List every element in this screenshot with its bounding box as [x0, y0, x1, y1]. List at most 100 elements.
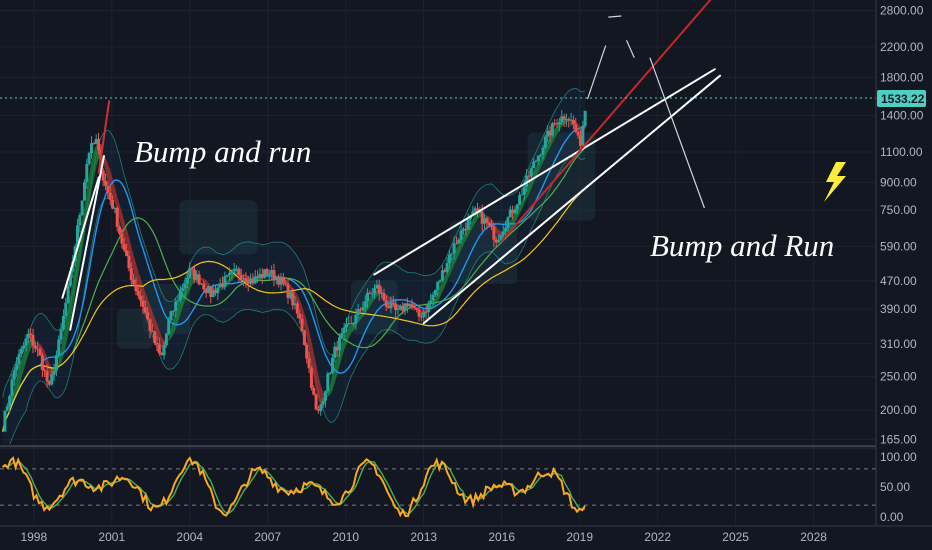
candle-bullish [398, 305, 402, 309]
candle-bullish [188, 268, 192, 278]
candle-bearish [139, 295, 143, 301]
cloud-fill-bullish [61, 335, 64, 364]
cloud-fill-bearish [306, 320, 310, 351]
candle-bullish [206, 286, 210, 294]
time-tick-label: 1998 [20, 530, 47, 544]
candle-bearish [202, 283, 206, 290]
candle-bullish [225, 274, 229, 277]
candle-bearish [316, 409, 320, 411]
candle-bullish [564, 119, 568, 121]
cloud-fill-bullish [330, 373, 333, 395]
price-tick-label: 250.00 [880, 369, 917, 383]
cloud-fill-bearish [299, 299, 303, 317]
candle-bearish [511, 209, 515, 214]
candle-bullish [8, 396, 12, 407]
candle-bearish [492, 226, 496, 240]
price-tick-label: 1800.00 [880, 70, 924, 84]
candle-bullish [471, 211, 475, 216]
time-axis[interactable]: 1998 2001 2004 2007 2010 2013 2016 2019 2022 2025… [20, 530, 827, 544]
candle-bullish [389, 302, 393, 309]
candle-bullish [57, 339, 61, 356]
candle-bearish [127, 255, 131, 269]
cloud-fill-bearish [311, 340, 314, 378]
candle-bearish [300, 318, 304, 331]
cloud-fill-bearish [117, 196, 120, 220]
candle-bullish [85, 163, 89, 183]
time-tick-label: 2028 [800, 530, 827, 544]
cloud-fill-bearish [381, 289, 384, 293]
candle-bearish [38, 349, 42, 356]
candle-bullish [501, 231, 505, 236]
cloud-fill-bullish [334, 356, 338, 383]
price-tick-label: 750.00 [880, 203, 917, 217]
candle-bullish [211, 290, 215, 297]
candle-bullish [178, 291, 182, 301]
candle-bearish [277, 277, 281, 285]
candle-bearish [43, 370, 47, 372]
candle-bearish [349, 323, 353, 325]
cloud-fill-bullish [70, 280, 73, 322]
candle-bearish [302, 330, 306, 345]
candle-bullish [450, 253, 454, 255]
candle-bullish [363, 301, 367, 308]
candle-bullish [396, 308, 400, 311]
candle-bullish [185, 277, 189, 284]
last-price-badge [877, 90, 926, 107]
cloud-fill-bearish [285, 278, 289, 286]
candle-bullish [87, 153, 91, 164]
cloud-fill-bullish [365, 302, 368, 315]
candle-bullish [429, 300, 433, 305]
cloud-fill-bullish [372, 292, 375, 303]
candle-bearish [309, 368, 313, 388]
cloud-fill-bullish [91, 151, 94, 192]
cloud-fill-bearish [309, 330, 312, 365]
cloud-fill-bearish [42, 346, 45, 362]
cloud-fill-bearish [112, 178, 115, 203]
candle-bullish [19, 348, 23, 355]
candle-bullish [373, 288, 377, 294]
candle-bearish [391, 302, 395, 305]
cloud-fill-bearish [147, 298, 150, 318]
cloud-fill-bullish [68, 294, 71, 335]
candle-bullish [452, 243, 456, 254]
cloud-fill-bullish [440, 280, 443, 297]
candle-bearish [307, 358, 311, 369]
cloud-fill-bullish [550, 131, 553, 148]
candle-bullish [426, 304, 430, 313]
candle-bullish [380, 293, 384, 295]
cloud-fill-bullish [472, 213, 476, 228]
candle-bearish [576, 131, 580, 136]
candle-bearish [401, 305, 405, 311]
cloud-fill-bearish [119, 204, 122, 229]
cloud-fill-bullish [63, 321, 66, 357]
candle-bullish [3, 410, 7, 432]
candle-bullish [356, 309, 360, 315]
cloud-fill-bullish [451, 253, 455, 271]
cloud-fill-bearish [37, 343, 41, 350]
cloud-fill-bearish [203, 278, 207, 288]
candle-bullish [26, 333, 30, 339]
cloud-fill-bearish [484, 215, 487, 220]
candle-bullish [218, 283, 222, 288]
time-tick-label: 2013 [410, 530, 437, 544]
cloud-fill-bullish [21, 353, 24, 379]
candle-bullish [68, 271, 72, 286]
candle-bearish [40, 355, 44, 371]
candle-bullish [24, 338, 28, 346]
cloud-fill-bearish [140, 278, 143, 299]
candle-bullish [536, 155, 540, 161]
candle-bullish [375, 284, 379, 289]
cloud-fill-bullish [18, 359, 22, 390]
candle-bullish [422, 311, 426, 318]
candle-bearish [335, 346, 339, 351]
projection-arrow-down-small [625, 39, 635, 58]
candle-bullish [342, 327, 346, 334]
oscillator-axis-ticks: 100.00 50.00 0.00 [880, 450, 917, 524]
oscillator-tick-label: 50.00 [880, 480, 910, 494]
candle-bearish [555, 123, 559, 125]
cloud-fill-bullish [458, 239, 462, 255]
candle-bullish [10, 379, 14, 397]
candle-bullish [522, 186, 526, 195]
candle-bullish [438, 280, 442, 282]
